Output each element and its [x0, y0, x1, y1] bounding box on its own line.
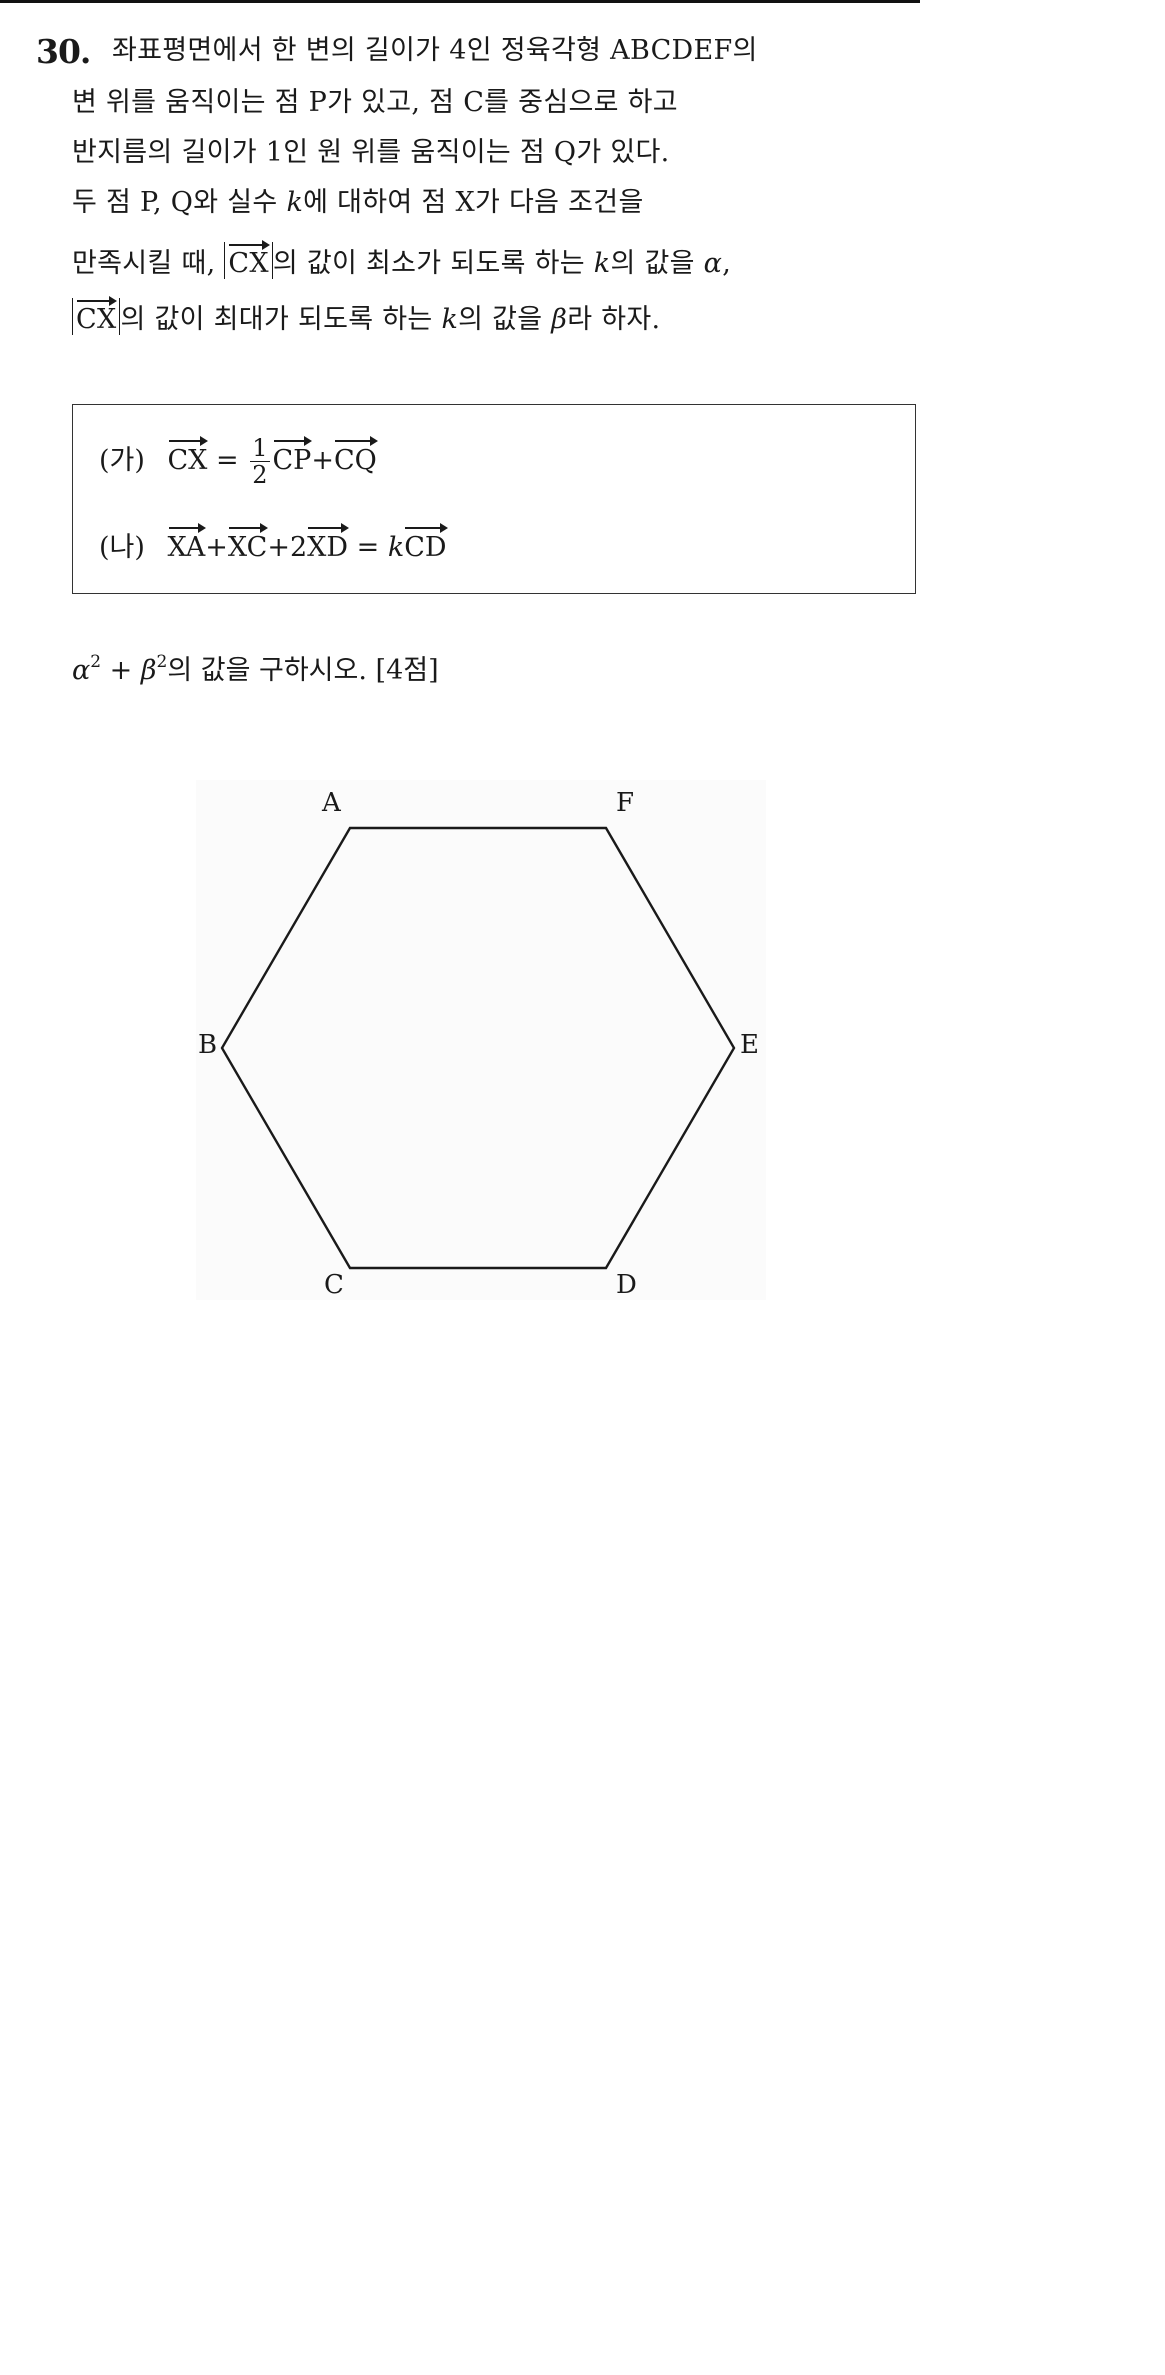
hexagon-diagram	[220, 826, 736, 1270]
question-text: 의 값을 구하시오.	[167, 655, 367, 686]
plus-sign: +	[311, 445, 334, 476]
condition-ga: (가) CX = 1 2 CP+CQ	[99, 434, 378, 489]
stem-text: 의 값을	[458, 304, 552, 335]
fraction-numerator: 1	[250, 434, 270, 462]
vector-xc: XC	[228, 523, 269, 563]
condition-na: (나) XA+XC+2XD = kCD	[99, 523, 448, 564]
vector-xd: XD	[307, 523, 349, 563]
var-beta: β	[140, 655, 157, 686]
abs-cx: CX	[72, 296, 121, 335]
condition-tag: (나)	[99, 532, 145, 563]
stem-line-1: 좌표평면에서 한 변의 길이가 4인 정육각형 ABCDEF의	[112, 35, 758, 66]
plus-sign: +	[109, 655, 133, 686]
vector-cx: CX	[76, 296, 118, 335]
var-k: k	[441, 304, 459, 335]
vertex-label-c: C	[324, 1270, 344, 1300]
problem-number: 30.	[36, 32, 91, 71]
vector-xa: XA	[168, 523, 207, 563]
exponent: 2	[90, 652, 102, 672]
exponent: 2	[156, 652, 168, 672]
vector-cq: CQ	[334, 436, 378, 476]
stem-text: 두 점 P, Q와 실수	[72, 187, 287, 218]
stem-line-2: 변 위를 움직이는 점 P가 있고, 점 C를 중심으로 하고	[72, 87, 678, 118]
vertex-label-e: E	[740, 1030, 759, 1060]
plus-sign: +	[267, 532, 290, 563]
hexagon-shape	[220, 826, 736, 1270]
var-k: k	[387, 532, 405, 563]
points-label: [4점]	[375, 655, 439, 686]
var-alpha: α	[72, 655, 91, 686]
equals-sign: =	[356, 532, 380, 563]
plus-sign: +	[205, 532, 228, 563]
var-alpha: α	[703, 248, 723, 279]
coefficient: 2	[289, 532, 308, 563]
vector-cp: CP	[273, 436, 313, 476]
vertex-label-a: A	[322, 788, 341, 818]
stem-text: 의 값이 최소가 되도록 하는	[272, 248, 594, 279]
condition-tag: (가)	[99, 445, 145, 476]
hexagon-figure: A B C D E F	[196, 780, 766, 1300]
stem-line-4: 두 점 P, Q와 실수 k에 대하여 점 X가 다음 조건을	[72, 186, 644, 220]
stem-line-6: CX 의 값이 최대가 되도록 하는 k의 값을 β라 하자.	[72, 296, 661, 337]
stem-text: 의 값이 최대가 되도록 하는	[120, 304, 442, 335]
vertex-label-d: D	[616, 1270, 637, 1300]
stem-text: 라 하자.	[567, 304, 661, 335]
stem-text: 의 값을	[610, 248, 704, 279]
vertex-label-b: B	[198, 1030, 218, 1060]
fraction-denominator: 2	[252, 461, 268, 489]
equals-sign: =	[216, 445, 239, 476]
stem-text: 에 대하여 점 X가 다음 조건을	[303, 187, 644, 218]
vector-cx: CX	[168, 436, 209, 476]
stem-text: 만족시킬 때,	[72, 248, 225, 279]
vector-cx: CX	[228, 240, 271, 279]
question-line: α2 + β2의 값을 구하시오. [4점]	[72, 648, 439, 687]
vertex-label-f: F	[616, 788, 635, 818]
stem-text: ,	[722, 248, 732, 279]
abs-cx: CX	[224, 240, 273, 279]
stem-line-3: 반지름의 길이가 1인 원 위를 움직이는 점 Q가 있다.	[72, 137, 670, 168]
var-k: k	[286, 187, 304, 218]
var-k: k	[593, 248, 611, 279]
top-rule	[0, 0, 920, 3]
figure-background	[196, 780, 766, 1300]
stem-line-5: 만족시킬 때, CX 의 값이 최소가 되도록 하는 k의 값을 α,	[72, 240, 732, 281]
vector-cd: CD	[404, 523, 448, 563]
conditions-box: (가) CX = 1 2 CP+CQ (나) XA+XC+2XD = kCD	[72, 404, 916, 594]
var-beta: β	[551, 304, 568, 335]
